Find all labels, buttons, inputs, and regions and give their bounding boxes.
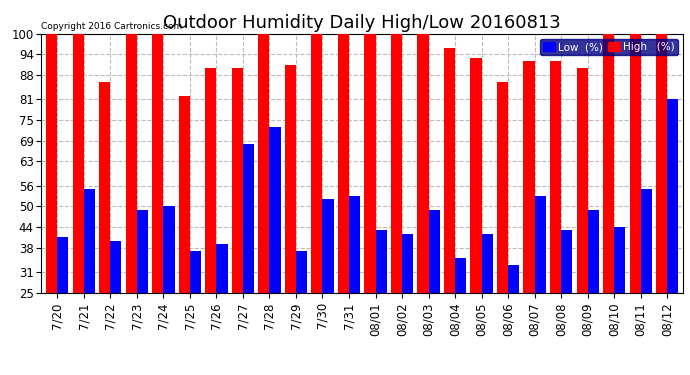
Bar [561, 230, 572, 292]
Title: Outdoor Humidity Daily High/Low 20160813: Outdoor Humidity Daily High/Low 20160813 [164, 14, 561, 32]
Bar [588, 210, 599, 292]
Bar [524, 62, 535, 292]
Bar [164, 206, 175, 292]
Bar [99, 82, 110, 292]
Bar [205, 68, 217, 292]
Bar [152, 34, 164, 292]
Bar [137, 210, 148, 292]
Bar [296, 251, 307, 292]
Bar [126, 34, 137, 292]
Bar [508, 265, 520, 292]
Bar [322, 200, 333, 292]
Bar [285, 65, 296, 292]
Bar [444, 48, 455, 292]
Bar [364, 34, 375, 292]
Bar [629, 34, 641, 292]
Bar [72, 34, 83, 292]
Bar [57, 237, 68, 292]
Bar [217, 244, 228, 292]
Bar [603, 34, 614, 292]
Bar [83, 189, 95, 292]
Bar [497, 82, 508, 292]
Bar [402, 234, 413, 292]
Bar [550, 62, 561, 292]
Bar [667, 99, 678, 292]
Bar [190, 251, 201, 292]
Bar [375, 230, 386, 292]
Bar [46, 34, 57, 292]
Bar [428, 210, 440, 292]
Bar [338, 34, 349, 292]
Bar [110, 241, 121, 292]
Bar [535, 196, 546, 292]
Bar [417, 34, 428, 292]
Bar [232, 68, 243, 292]
Bar [614, 227, 625, 292]
Bar [577, 68, 588, 292]
Bar [243, 144, 254, 292]
Bar [258, 34, 269, 292]
Bar [269, 127, 281, 292]
Text: Copyright 2016 Cartronics.com: Copyright 2016 Cartronics.com [41, 22, 183, 31]
Bar [471, 58, 482, 292]
Legend: Low  (%), High   (%): Low (%), High (%) [540, 39, 678, 55]
Bar [349, 196, 360, 292]
Bar [179, 96, 190, 292]
Bar [656, 34, 667, 292]
Bar [455, 258, 466, 292]
Bar [311, 34, 322, 292]
Bar [482, 234, 493, 292]
Bar [391, 34, 402, 292]
Bar [641, 189, 652, 292]
